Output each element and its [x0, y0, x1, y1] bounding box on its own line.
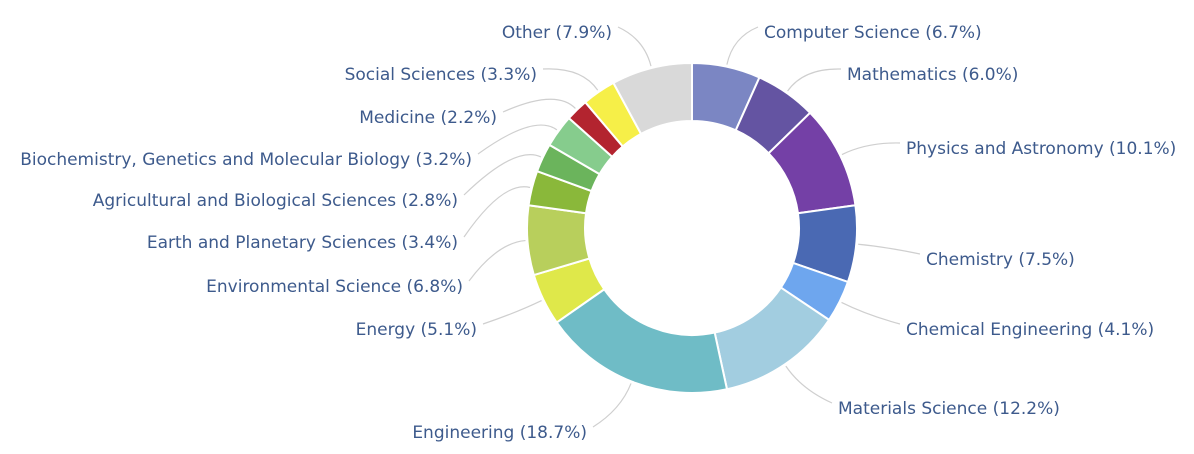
slice-label-mathematics: Mathematics (6.0%) [847, 65, 1018, 85]
slice-label-engineering: Engineering (18.7%) [412, 423, 587, 443]
slice-label-social-sciences: Social Sciences (3.3%) [345, 65, 537, 85]
slice-label-earth-and-planetary-sciences: Earth and Planetary Sciences (3.4%) [147, 233, 458, 253]
slice-label-computer-science: Computer Science (6.7%) [764, 23, 982, 43]
slice-label-agricultural-and-biological-sciences: Agricultural and Biological Sciences (2.… [93, 191, 458, 211]
leader-line-social-sciences [542, 68, 599, 91]
slice-label-other: Other (7.9%) [502, 23, 612, 43]
leader-line-medicine [502, 98, 576, 113]
slice-label-chemical-engineering: Chemical Engineering (4.1%) [906, 320, 1154, 340]
slice-label-medicine: Medicine (2.2%) [359, 108, 497, 128]
leader-line-earth-and-planetary-sciences [463, 186, 531, 238]
leader-line-physics-and-astronomy [841, 142, 901, 156]
leader-lines-group [463, 26, 921, 428]
slice-other[interactable] [612, 61, 693, 136]
slice-label-materials-science: Materials Science (12.2%) [838, 399, 1060, 419]
slice-label-physics-and-astronomy: Physics and Astronomy (10.1%) [906, 139, 1176, 159]
leader-line-energy [482, 299, 542, 325]
slice-label-biochemistry-genetics-and-molecular-biology: Biochemistry, Genetics and Molecular Bio… [20, 150, 472, 170]
leader-line-computer-science [726, 26, 759, 65]
leader-line-agricultural-and-biological-sciences [463, 154, 542, 196]
leader-line-environmental-science [468, 239, 526, 282]
slice-label-energy: Energy (5.1%) [356, 320, 477, 340]
leader-line-other [617, 26, 652, 67]
slices-group [526, 61, 858, 394]
leader-line-chemistry [858, 243, 921, 255]
leader-line-chemical-engineering [841, 301, 901, 325]
slice-label-environmental-science: Environmental Science (6.8%) [206, 277, 463, 297]
leader-line-biochemistry-genetics-and-molecular-biology [477, 124, 558, 155]
leader-line-mathematics [787, 68, 842, 92]
slice-label-chemistry: Chemistry (7.5%) [926, 250, 1075, 270]
leader-line-engineering [592, 383, 632, 428]
slice-labels-group: Computer Science (6.7%) Mathematics (6.0%… [20, 23, 1176, 443]
leader-line-materials-science [785, 365, 833, 404]
